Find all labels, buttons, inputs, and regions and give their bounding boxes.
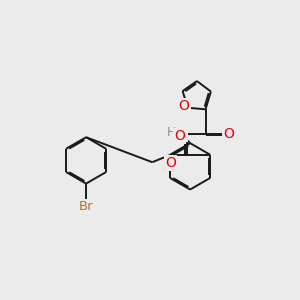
Text: O: O <box>174 129 185 143</box>
Text: O: O <box>223 127 234 141</box>
Text: H: H <box>167 126 176 139</box>
Text: Br: Br <box>79 200 93 213</box>
Text: N: N <box>176 127 186 141</box>
Text: O: O <box>179 99 190 113</box>
Text: O: O <box>165 156 176 170</box>
